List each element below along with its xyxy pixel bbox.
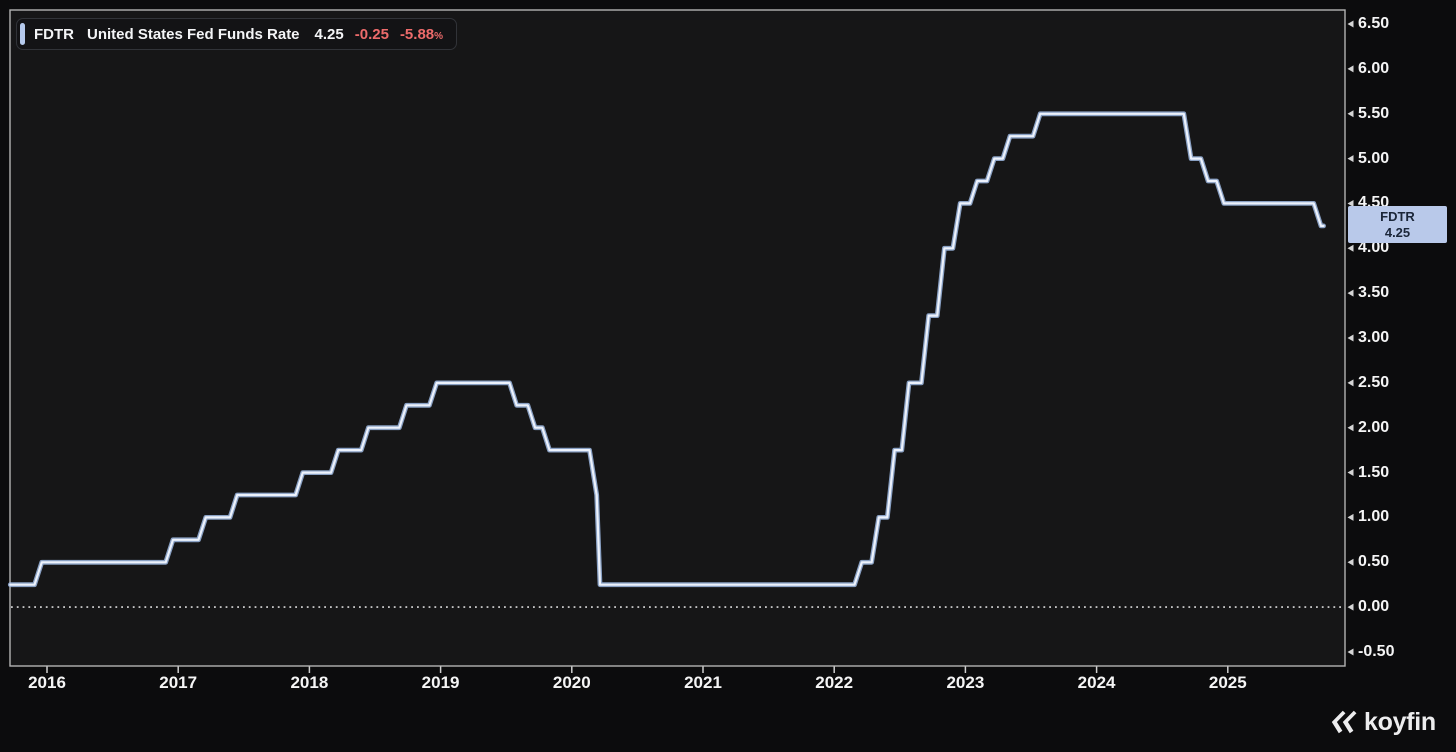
percent-sign: %	[434, 30, 444, 42]
koyfin-logo-icon	[1331, 710, 1357, 734]
y-tick-arrow	[1347, 469, 1354, 477]
y-tick-arrow	[1347, 155, 1354, 163]
y-tick-arrow	[1347, 424, 1354, 432]
legend-change-percent-value: -5.88	[399, 25, 435, 43]
y-tick-arrow	[1347, 65, 1354, 73]
rate-line	[9, 112, 1325, 586]
plot-border	[9, 9, 1346, 667]
price-label-value: 4.25	[1384, 224, 1411, 240]
legend-change: -0.25	[354, 25, 389, 43]
y-tick-arrow	[1347, 648, 1354, 656]
chart-legend[interactable]: FDTR United States Fed Funds Rate 4.25 -…	[16, 18, 458, 50]
y-tick-arrow	[1347, 379, 1354, 387]
y-tick-arrow	[1347, 244, 1354, 252]
y-tick-arrow	[1347, 558, 1354, 566]
price-label-ticker: FDTR	[1380, 208, 1415, 224]
y-tick-arrow	[1347, 110, 1354, 118]
y-tick-arrow	[1347, 199, 1354, 207]
y-tick-arrow	[1347, 603, 1354, 611]
koyfin-logo-text: koyfin	[1364, 707, 1436, 736]
y-tick-arrow	[1347, 334, 1354, 342]
series-color-bar	[20, 23, 25, 45]
y-tick-arrow	[1347, 513, 1354, 521]
y-tick-arrow	[1347, 20, 1354, 28]
koyfin-logo: koyfin	[1329, 707, 1436, 737]
legend-ticker: FDTR	[34, 25, 74, 43]
legend-change-percent: -5.88%	[400, 26, 443, 43]
last-price-label: FDTR 4.25	[1348, 206, 1447, 243]
legend-last-value: 4.25	[314, 25, 344, 43]
legend-series-name: United States Fed Funds Rate	[87, 25, 300, 43]
y-tick-arrow	[1347, 289, 1354, 297]
